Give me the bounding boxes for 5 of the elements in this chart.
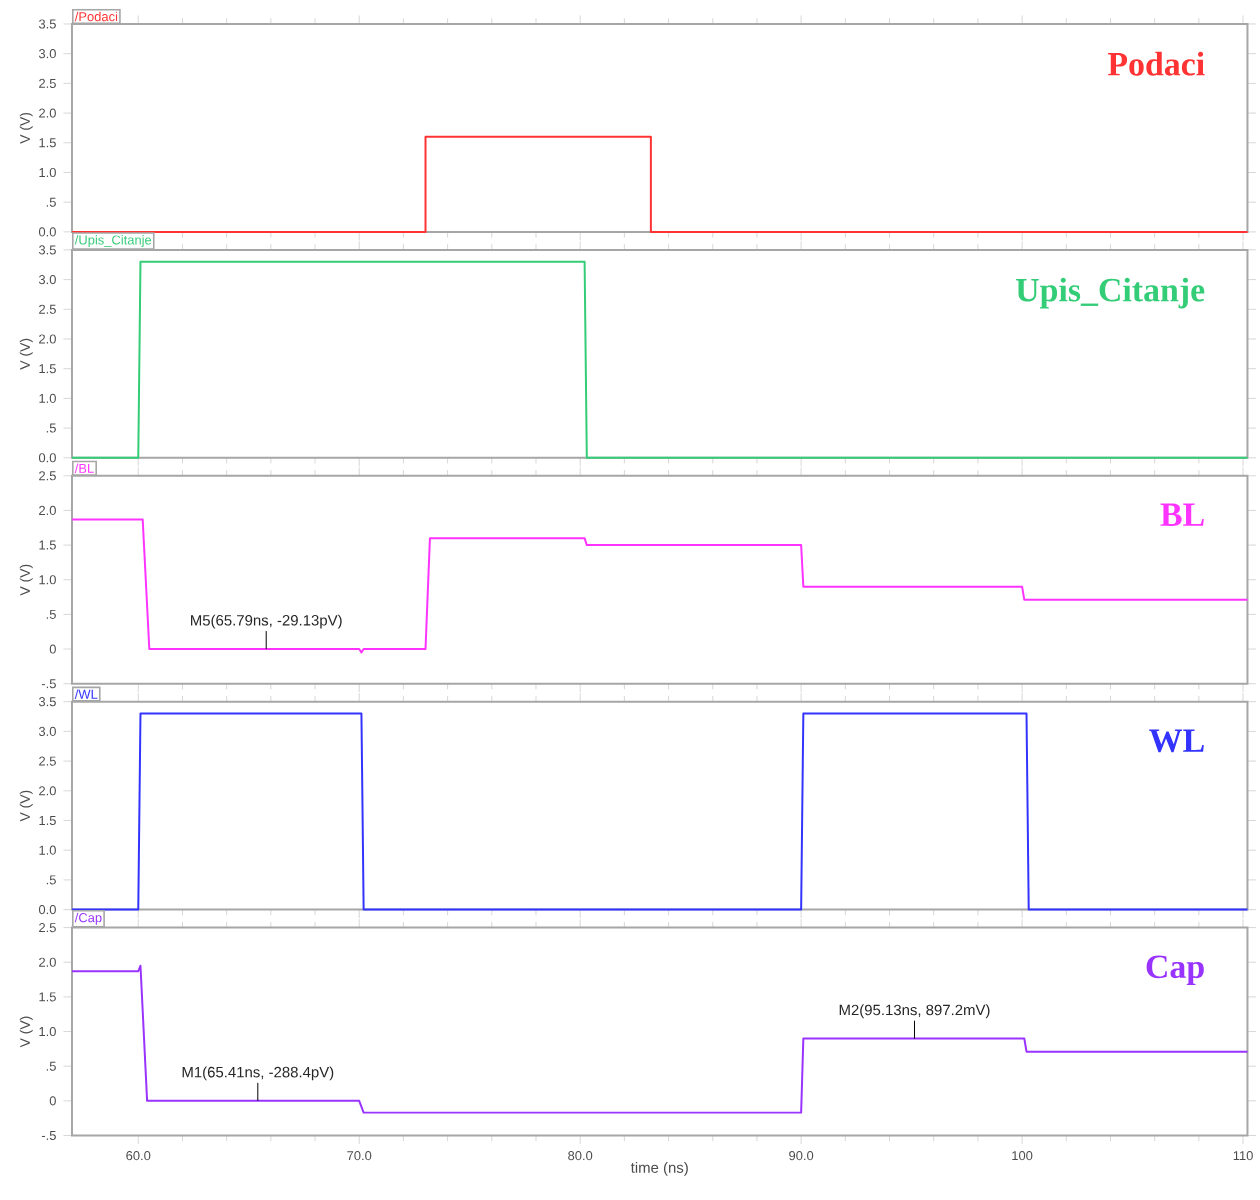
text: BL — [1160, 503, 1204, 527]
text: Podaci — [1107, 52, 1205, 76]
text: Cap — [1146, 955, 1204, 986]
text: WL — [1149, 729, 1204, 753]
text: Upis_Citanje — [1016, 277, 1205, 309]
